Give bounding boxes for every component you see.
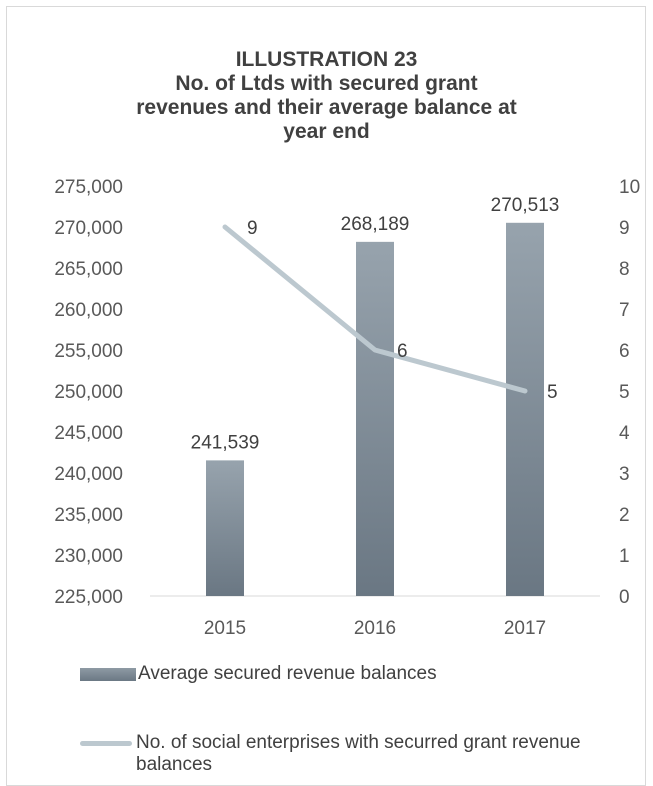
line-data-label: 9 xyxy=(247,218,258,239)
series-line xyxy=(222,224,528,394)
chart-title: ILLUSTRATION 23 No. of Ltds with secured… xyxy=(0,48,653,144)
y-right-tick-label: 3 xyxy=(619,464,630,485)
y-right-tick-label: 9 xyxy=(619,218,630,239)
y-left-tick-label: 275,000 xyxy=(54,177,123,198)
y-right-tick-label: 7 xyxy=(619,300,630,321)
bar-data-label: 270,513 xyxy=(491,195,560,216)
legend-bar-swatch xyxy=(80,668,136,681)
y-right-tick-label: 8 xyxy=(619,259,630,280)
bar xyxy=(206,460,244,596)
bar xyxy=(506,222,544,596)
legend-line-label: No. of social enterprises with securred … xyxy=(136,732,581,775)
x-tick-label: 2017 xyxy=(504,618,546,639)
bar xyxy=(356,241,394,596)
legend-line-swatch xyxy=(80,741,132,746)
line-data-label: 6 xyxy=(397,341,408,362)
y-right-tick-label: 4 xyxy=(619,423,630,444)
legend-bar-label: Average secured revenue balances xyxy=(138,663,437,684)
x-tick-label: 2016 xyxy=(354,618,396,639)
y-left-tick-label: 250,000 xyxy=(54,382,123,403)
y-right-tick-label: 6 xyxy=(619,341,630,362)
bar-data-label: 268,189 xyxy=(341,214,410,235)
y-left-tick-label: 260,000 xyxy=(54,300,123,321)
bar-data-label: 241,539 xyxy=(191,432,260,453)
y-right-tick-label: 2 xyxy=(619,505,630,526)
x-tick-label: 2015 xyxy=(204,618,246,639)
y-right-tick-label: 10 xyxy=(619,177,640,198)
y-left-tick-label: 255,000 xyxy=(54,341,123,362)
chart-title-line: ILLUSTRATION 23 xyxy=(235,48,418,71)
chart-title-line: year end xyxy=(283,120,370,143)
y-left-tick-label: 240,000 xyxy=(54,464,123,485)
y-left-tick-label: 265,000 xyxy=(54,259,123,280)
y-left-tick-label: 230,000 xyxy=(54,546,123,567)
chart-title-line: No. of Ltds with secured grant xyxy=(175,72,478,95)
y-right-tick-label: 1 xyxy=(619,546,630,567)
chart-title-line: revenues and their average balance at xyxy=(136,96,517,119)
y-left-tick-label: 270,000 xyxy=(54,218,123,239)
y-right-tick-label: 5 xyxy=(619,382,630,403)
y-left-tick-label: 245,000 xyxy=(54,423,123,444)
y-left-tick-label: 235,000 xyxy=(54,505,123,526)
y-left-tick-label: 225,000 xyxy=(54,587,123,608)
line-data-label: 5 xyxy=(547,382,558,403)
y-right-tick-label: 0 xyxy=(619,587,630,608)
